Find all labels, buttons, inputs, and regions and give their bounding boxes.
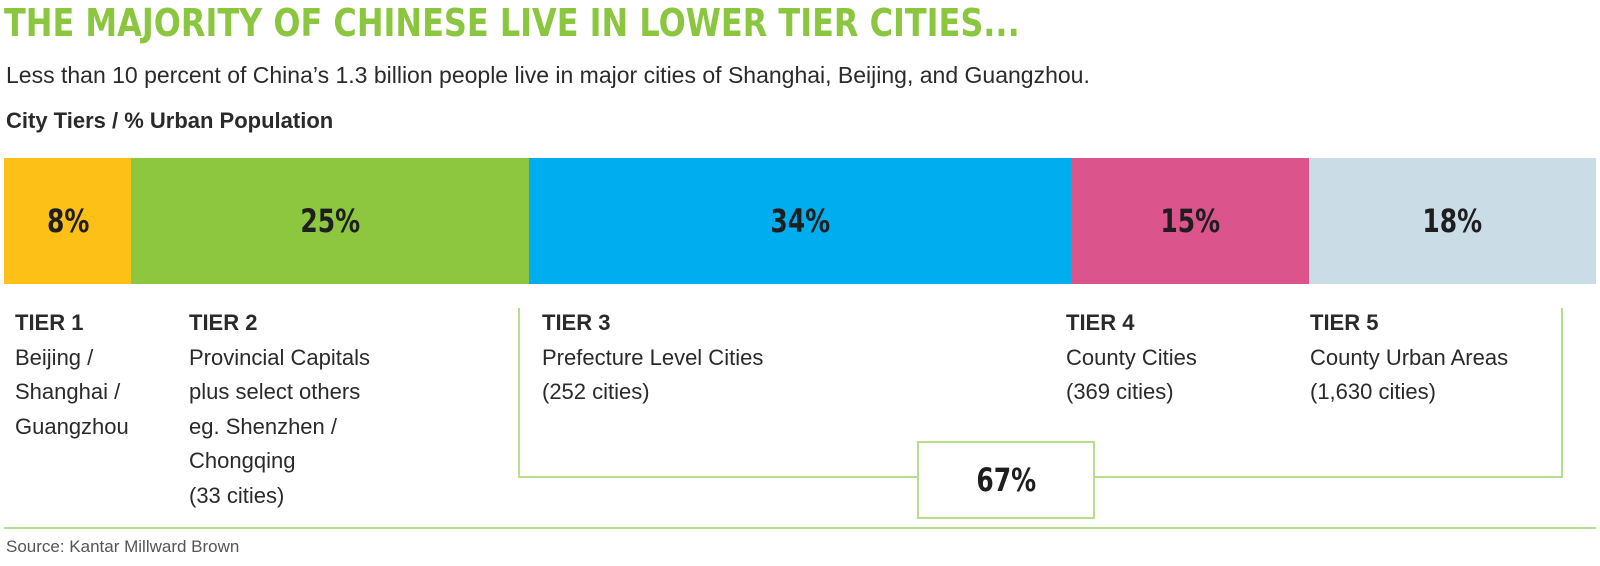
bar-segment-tier-3: 34%	[529, 158, 1071, 284]
tier-detail-line: plus select others	[189, 379, 361, 404]
tier-name: TIER 1	[15, 310, 84, 335]
tier-name: TIER 2	[189, 310, 258, 335]
tier-2-description: TIER 2 Provincial Capitals plus select oth…	[189, 306, 370, 513]
tier-detail-line: Guangzhou	[15, 413, 129, 439]
tier-detail-line: Provincial Capitals	[189, 344, 370, 370]
chart-title: THE MAJORITY OF CHINESE LIVE IN LOWER TI…	[4, 1, 1020, 45]
combined-share-box: 67%	[917, 441, 1095, 519]
tier-name: TIER 3	[542, 310, 611, 335]
tier-detail-line: (1,630 cities)	[1310, 379, 1436, 404]
bar-segment-tier-1: 8%	[4, 158, 132, 284]
chart-label: City Tiers / % Urban Population	[6, 108, 334, 133]
bar-value-label: 8%	[46, 202, 89, 240]
tier-detail-line: Beijing /	[15, 344, 94, 370]
combined-share-value: 67%	[976, 461, 1036, 499]
tier-detail-line: County Cities	[1066, 344, 1197, 370]
bar-segment-tier-4: 15%	[1070, 158, 1310, 284]
bar-segment-tier-5: 18%	[1309, 158, 1596, 284]
tier-detail-line: Shanghai /	[15, 379, 121, 404]
bar-value-label: 25%	[300, 202, 361, 240]
tier-detail-line: Chongqing	[189, 448, 296, 473]
tier-3-description: TIER 3 Prefecture Level Cities (252 cities…	[542, 306, 763, 410]
tier-name: TIER 5	[1310, 310, 1379, 335]
tier-4-description: TIER 4 County Cities (369 cities)	[1066, 306, 1197, 410]
tier-detail-line: (369 cities)	[1066, 379, 1174, 404]
tier-name: TIER 4	[1066, 310, 1135, 335]
chart-subtitle: Less than 10 percent of China’s 1.3 bill…	[6, 62, 1090, 88]
tier-detail-line: (252 cities)	[542, 379, 650, 404]
bar-value-label: 34%	[770, 202, 830, 240]
source-note: Source: Kantar Millward Brown	[6, 537, 240, 556]
bar-value-label: 18%	[1422, 202, 1483, 240]
stacked-bar: 8% 25% 34% 15% 18%	[4, 158, 1596, 284]
bar-segment-tier-2: 25%	[131, 158, 530, 284]
footer-rule	[4, 527, 1596, 529]
tier-detail-line: County Urban Areas	[1310, 344, 1509, 370]
tier-5-description: TIER 5 County Urban Areas (1,630 cities)	[1310, 306, 1508, 410]
bar-value-label: 15%	[1160, 202, 1220, 240]
tier-detail-line: Prefecture Level Cities	[542, 344, 764, 370]
tier-detail-line: (33 cities)	[189, 482, 285, 508]
tier-1-description: TIER 1 Beijing / Shanghai / Guangzhou	[15, 306, 129, 444]
tier-detail-line: eg. Shenzhen /	[189, 413, 338, 439]
